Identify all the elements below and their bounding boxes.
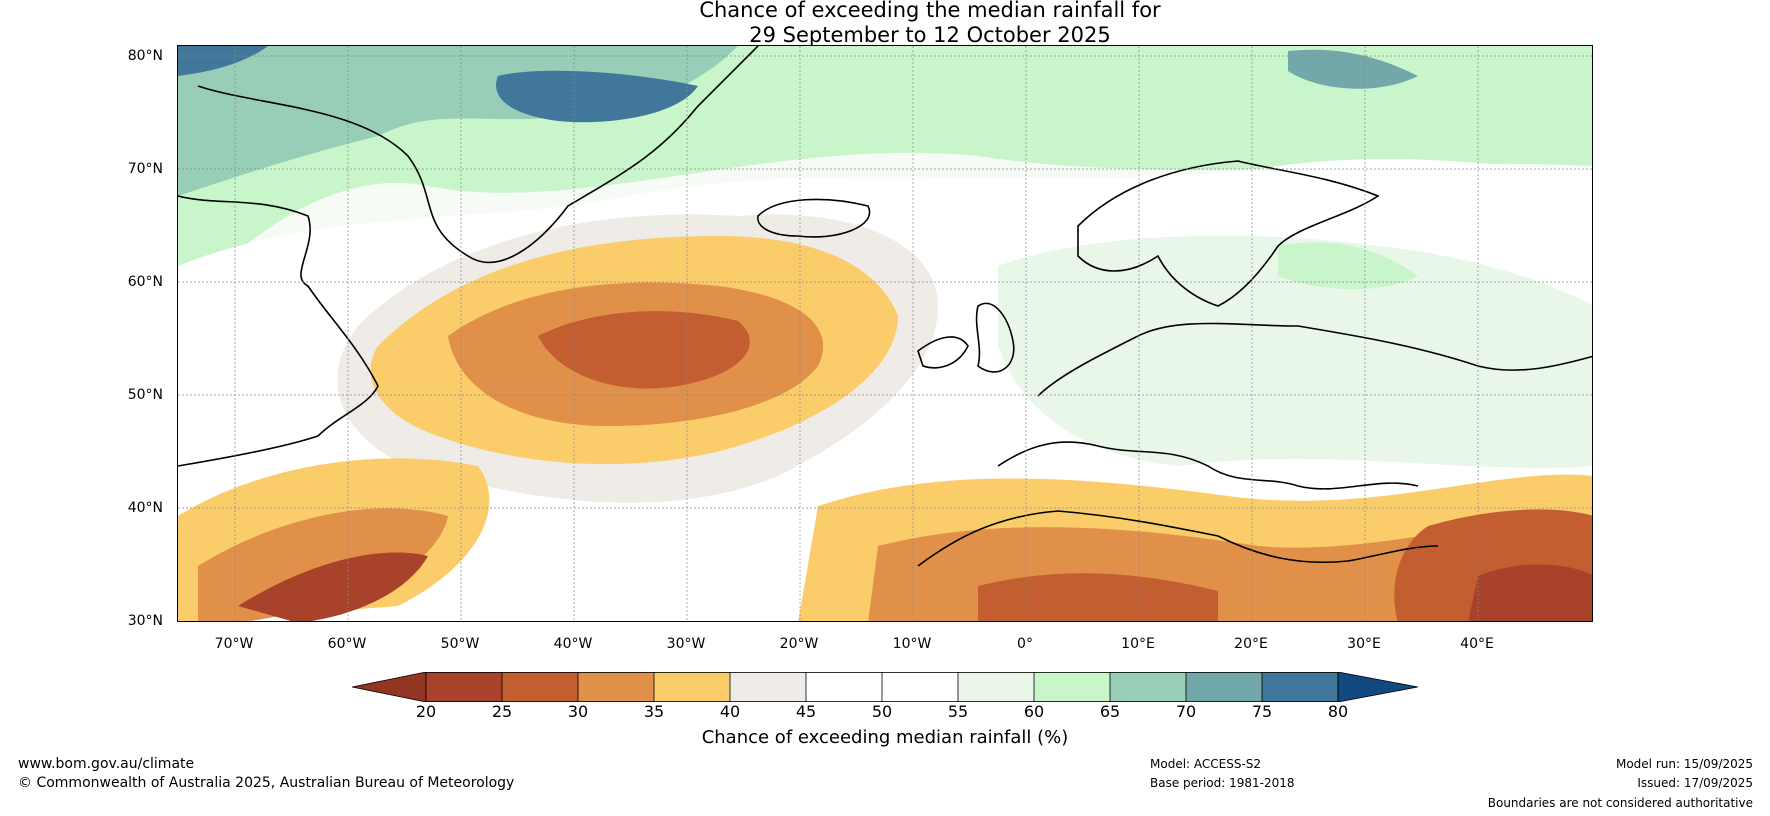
region-svalbard-teal	[1288, 49, 1418, 89]
region-europe-green	[998, 235, 1592, 469]
colorbar-segment-70-75	[1186, 672, 1262, 702]
colorbar-segment-20-25	[426, 672, 502, 702]
colorbar-tick-40: 40	[719, 702, 741, 721]
rainfall-map	[177, 45, 1593, 622]
footer-base-period: Base period: 1981-2018	[1150, 776, 1295, 790]
colorbar-segment-40-45	[730, 672, 806, 702]
colorbar-tick-75: 75	[1251, 702, 1273, 721]
graticule	[178, 46, 1592, 621]
coast-scandinavia	[1077, 160, 1380, 307]
colorbar-tick-55: 55	[947, 702, 969, 721]
title-line-1: Chance of exceeding the median rainfall …	[699, 0, 1161, 22]
lon-label-0: 0°	[1017, 636, 1033, 652]
colorbar-segment-30-35	[578, 672, 654, 702]
colorbar-under-arrow	[352, 672, 427, 702]
lat-label-80n: 80°N	[127, 48, 163, 64]
colorbar-tick-45: 45	[795, 702, 817, 721]
lat-label-50n: 50°N	[127, 387, 163, 403]
footer-disclaimer: Boundaries are not considered authoritat…	[1487, 796, 1753, 810]
footer-issued: Issued: 17/09/2025	[1637, 776, 1753, 790]
colorbar-tick-65: 65	[1099, 702, 1121, 721]
region-arctic-dark	[496, 70, 698, 123]
lon-label-50w: 50°W	[440, 636, 480, 652]
lon-label-60w: 60°W	[327, 636, 367, 652]
footer-model: Model: ACCESS-S2	[1150, 757, 1262, 771]
colorbar-segment-35-40	[654, 672, 730, 702]
lon-label-40e: 40°E	[1460, 636, 1494, 652]
coast-british-isles	[917, 302, 1015, 373]
colorbar-tick-20: 20	[415, 702, 437, 721]
footer-copyright: © Commonwealth of Australia 2025, Austra…	[18, 775, 515, 791]
title-line-2: 29 September to 12 October 2025	[749, 23, 1111, 47]
coast-greenland	[197, 46, 759, 264]
lat-label-40n: 40°N	[127, 500, 163, 516]
lon-label-40w: 40°W	[553, 636, 593, 652]
region-nw-dark	[178, 46, 268, 76]
coast-iceland	[757, 198, 871, 238]
footer-model-run: Model run: 15/09/2025	[1615, 757, 1753, 771]
colorbar-over-arrow	[1337, 672, 1418, 702]
region-arabia-darkbrown	[1468, 564, 1592, 621]
colorbar-tick-30: 30	[567, 702, 589, 721]
colorbar-tick-70: 70	[1175, 702, 1197, 721]
colorbar-tick-35: 35	[643, 702, 665, 721]
footer-website-link[interactable]: www.bom.gov.au/climate	[18, 756, 195, 772]
colorbar-segment-65-70	[1110, 672, 1186, 702]
lon-label-20w: 20°W	[779, 636, 819, 652]
region-sw-brown	[238, 552, 428, 621]
coastlines	[178, 46, 1592, 567]
colorbar-tick-25: 25	[491, 702, 513, 721]
colorbar-tick-80: 80	[1327, 702, 1349, 721]
lon-label-10w: 10°W	[892, 636, 932, 652]
lat-label-70n: 70°N	[127, 161, 163, 177]
colorbar-dividers	[425, 672, 1339, 702]
coast-canada	[178, 195, 379, 467]
coast-africa	[917, 510, 1439, 567]
map-canvas	[178, 46, 1592, 621]
lon-label-20e: 20°E	[1234, 636, 1268, 652]
colorbar-segment-75-80	[1262, 672, 1338, 702]
region-atlantic-brown	[538, 311, 750, 389]
colorbar-segment-60-65	[1034, 672, 1110, 702]
lat-label-60n: 60°N	[127, 274, 163, 290]
colorbar-tick-50: 50	[871, 702, 893, 721]
lon-label-10e: 10°E	[1121, 636, 1155, 652]
coast-europe	[997, 322, 1592, 490]
lon-label-70w: 70°W	[214, 636, 254, 652]
region-sahara-brown	[978, 573, 1218, 621]
lat-label-30n: 30°N	[127, 613, 163, 629]
lon-label-30e: 30°E	[1347, 636, 1381, 652]
region-baltic-green	[1278, 242, 1418, 290]
map-title: Chance of exceeding the median rainfall …	[0, 0, 1770, 48]
lon-label-30w: 30°W	[666, 636, 706, 652]
colorbar-segment-25-30	[502, 672, 578, 702]
colorbar-segment-45-50	[806, 672, 882, 702]
colorbar-segment-55-60	[958, 672, 1034, 702]
colorbar-label: Chance of exceeding median rainfall (%)	[701, 727, 1069, 748]
colorbar	[352, 672, 1418, 702]
colorbar-segment-50-55	[882, 672, 958, 702]
colorbar-tick-60: 60	[1023, 702, 1045, 721]
